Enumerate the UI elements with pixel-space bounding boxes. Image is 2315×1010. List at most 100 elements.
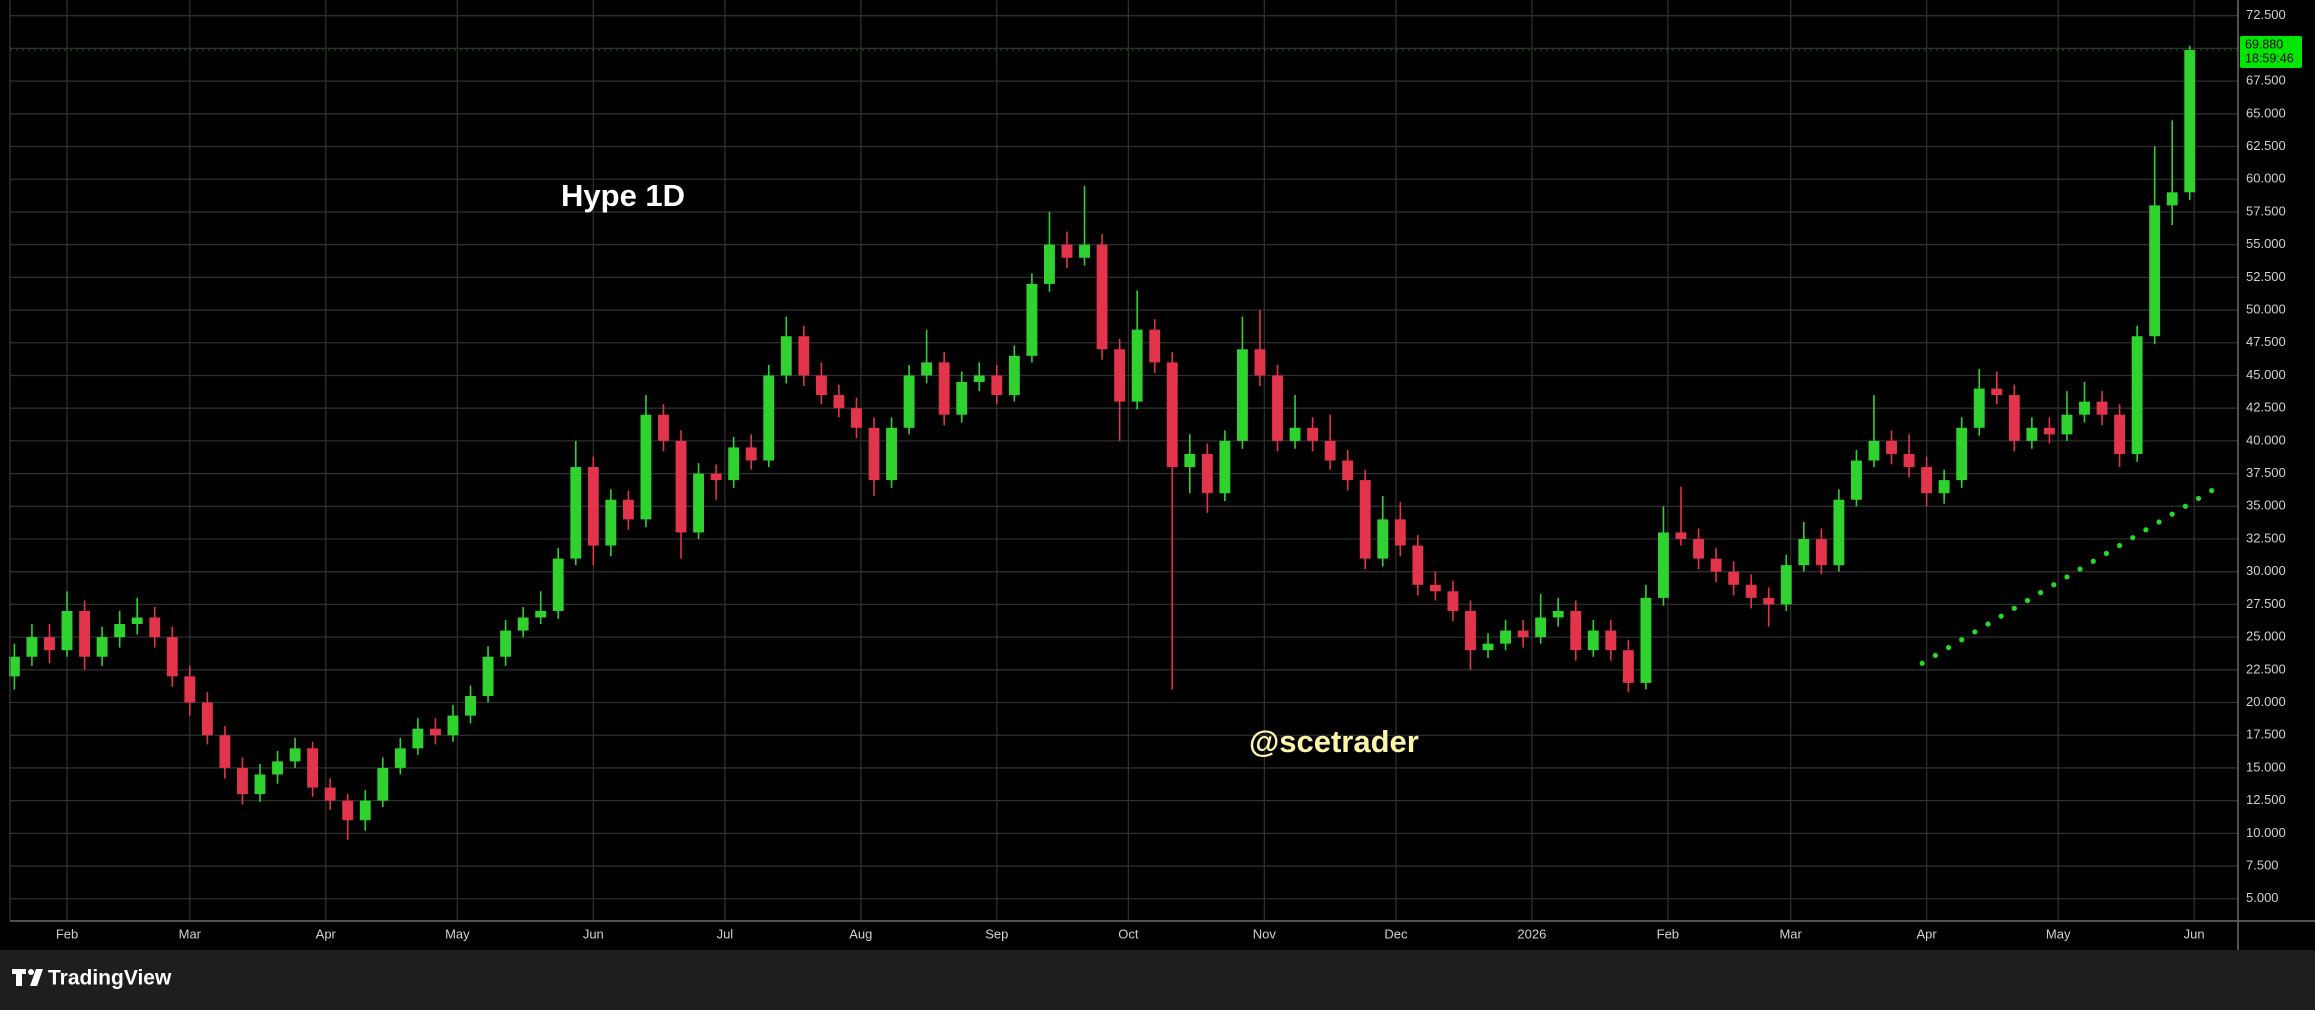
candle-body bbox=[465, 695, 476, 716]
y-tick-label: 30.000 bbox=[2246, 563, 2286, 578]
x-tick-label: Feb bbox=[56, 926, 78, 941]
indicator-dot bbox=[1932, 652, 1938, 659]
candle-body bbox=[131, 617, 143, 625]
candle-body bbox=[1377, 519, 1389, 559]
candle-body bbox=[640, 414, 652, 520]
candle-body bbox=[1289, 427, 1301, 441]
candle-body bbox=[1815, 538, 1827, 566]
y-tick-label: 67.500 bbox=[2246, 73, 2286, 88]
candle-body bbox=[921, 362, 933, 376]
y-tick-label: 42.500 bbox=[2246, 400, 2286, 415]
candle-body bbox=[2061, 414, 2073, 435]
last-price-box bbox=[2240, 35, 2302, 68]
candle-body bbox=[1482, 643, 1494, 651]
candle-body bbox=[886, 427, 897, 481]
indicator-dot bbox=[2130, 535, 2136, 541]
candle-body bbox=[2043, 427, 2055, 435]
indicator-dot bbox=[2116, 542, 2123, 549]
candle-body bbox=[2008, 395, 2020, 441]
candle-body bbox=[359, 800, 371, 821]
y-tick-label: 60.000 bbox=[2246, 171, 2286, 186]
indicator-dot bbox=[2195, 495, 2202, 502]
x-tick-label: Aug bbox=[849, 926, 872, 941]
candle-body bbox=[658, 414, 669, 441]
y-tick-label: 55.000 bbox=[2246, 236, 2286, 251]
candle-body bbox=[26, 637, 38, 657]
y-tick-label: 40.000 bbox=[2246, 432, 2286, 447]
candle-body bbox=[166, 637, 178, 677]
candle-body bbox=[377, 767, 389, 801]
candle-body bbox=[272, 761, 283, 775]
candle-body bbox=[1535, 617, 1547, 638]
indicator-dot bbox=[2077, 566, 2083, 572]
candle-body bbox=[1429, 584, 1441, 592]
candle-body bbox=[1465, 610, 1476, 651]
candle-body bbox=[219, 735, 231, 768]
candle-body bbox=[991, 375, 1003, 396]
candle-body bbox=[1658, 532, 1669, 598]
candle-body bbox=[412, 728, 424, 749]
logo-mark bbox=[12, 969, 26, 986]
y-tick-label: 17.500 bbox=[2246, 727, 2286, 742]
x-tick-label: Apr bbox=[1916, 926, 1937, 941]
candle-body bbox=[79, 610, 90, 657]
y-tick-label: 52.500 bbox=[2246, 269, 2286, 284]
y-tick-label: 62.500 bbox=[2246, 138, 2286, 153]
y-tick-label: 50.000 bbox=[2246, 301, 2286, 316]
candle-body bbox=[2166, 192, 2178, 206]
candle-body bbox=[1359, 480, 1371, 559]
logo-slash bbox=[30, 969, 43, 986]
candle-body bbox=[429, 728, 441, 736]
candle-body bbox=[1640, 597, 1652, 683]
candle-body bbox=[780, 336, 792, 376]
candle-body bbox=[1500, 630, 1512, 644]
candle-body bbox=[868, 427, 880, 481]
candle-body bbox=[1026, 283, 1038, 356]
candle-body bbox=[1728, 571, 1740, 585]
y-tick-label: 12.500 bbox=[2246, 792, 2286, 807]
candle-body bbox=[307, 748, 319, 788]
candle-body bbox=[237, 767, 248, 795]
candle-body bbox=[500, 630, 512, 657]
candle-body bbox=[2184, 49, 2196, 193]
indicator-dot bbox=[1959, 637, 1965, 643]
candle-body bbox=[114, 624, 126, 638]
candle-body bbox=[851, 408, 862, 428]
candle-body bbox=[2026, 427, 2038, 441]
candle-body bbox=[1973, 388, 1985, 428]
candle-body bbox=[1114, 349, 1126, 402]
candle-body bbox=[342, 800, 354, 821]
footer-bar bbox=[0, 950, 2315, 1010]
x-tick-label: Apr bbox=[316, 926, 337, 941]
candle-body bbox=[833, 395, 845, 409]
candle-body bbox=[1622, 650, 1634, 683]
indicator-dot bbox=[2038, 590, 2044, 596]
y-tick-label: 45.000 bbox=[2246, 367, 2286, 382]
candle-body bbox=[2096, 401, 2108, 415]
indicator-dot bbox=[1998, 613, 2004, 619]
candle-body bbox=[587, 467, 599, 546]
candle-body bbox=[44, 637, 55, 651]
candle-body bbox=[1745, 584, 1757, 598]
candle-body bbox=[1850, 460, 1862, 500]
candle-body bbox=[149, 617, 161, 638]
candle-body bbox=[8, 656, 20, 677]
candle-body bbox=[2131, 336, 2143, 454]
candle-body bbox=[1570, 610, 1582, 651]
candle-body bbox=[728, 447, 740, 481]
candle-body bbox=[1219, 440, 1231, 494]
y-tick-label: 10.000 bbox=[2246, 825, 2286, 840]
candle-body bbox=[1342, 460, 1354, 481]
candle-body bbox=[1991, 388, 2003, 396]
watermark: @scetrader bbox=[1249, 724, 1419, 759]
candle-body bbox=[254, 774, 266, 795]
indicator-dot bbox=[2064, 574, 2070, 580]
candle-body bbox=[973, 375, 985, 383]
candle-body bbox=[1272, 375, 1283, 441]
candle-body bbox=[1886, 440, 1897, 454]
x-tick-label: Jun bbox=[583, 926, 604, 941]
countdown: 18:59:46 bbox=[2245, 51, 2294, 65]
logo-dot bbox=[28, 969, 34, 975]
candle-body bbox=[1079, 244, 1090, 258]
